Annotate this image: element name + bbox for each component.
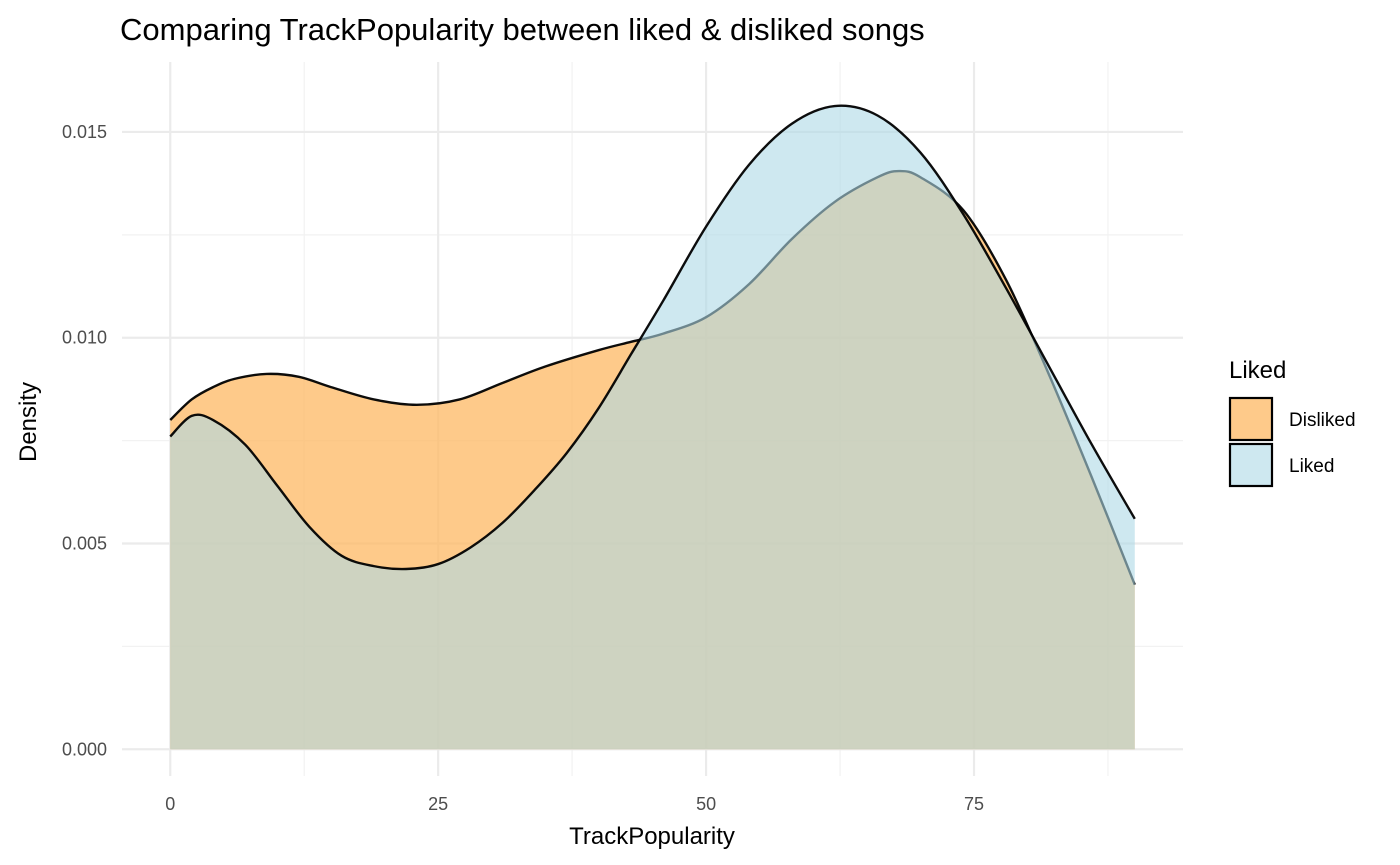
x-axis-ticks: 0 25 50 75 bbox=[165, 794, 984, 814]
legend-label-disliked: Disliked bbox=[1289, 410, 1356, 431]
legend-swatch-disliked bbox=[1228, 396, 1274, 442]
x-tick-label: 0 bbox=[165, 794, 175, 814]
x-tick-label: 50 bbox=[696, 794, 716, 814]
x-tick-label: 75 bbox=[964, 794, 984, 814]
x-tick-label: 25 bbox=[428, 794, 448, 814]
y-tick-label: 0.000 bbox=[62, 739, 107, 759]
y-tick-label: 0.005 bbox=[62, 533, 107, 553]
y-axis-title: Density bbox=[15, 382, 42, 462]
y-tick-label: 0.015 bbox=[62, 122, 107, 142]
density-areas bbox=[169, 104, 1136, 750]
y-tick-label: 0.010 bbox=[62, 328, 107, 348]
legend-items: Disliked Liked bbox=[1228, 396, 1356, 488]
density-line-liked bbox=[169, 104, 1136, 571]
legend-label-liked: Liked bbox=[1289, 456, 1334, 477]
chart-title: Comparing TrackPopularity between liked … bbox=[120, 12, 925, 47]
density-area-liked bbox=[170, 105, 1135, 750]
legend-title: Liked bbox=[1229, 357, 1286, 384]
y-axis-ticks: 0.000 0.005 0.010 0.015 bbox=[62, 122, 107, 759]
legend-swatch-liked bbox=[1228, 442, 1274, 488]
x-axis-title: TrackPopularity bbox=[569, 823, 735, 850]
legend: Liked Disliked Liked bbox=[1228, 357, 1356, 488]
